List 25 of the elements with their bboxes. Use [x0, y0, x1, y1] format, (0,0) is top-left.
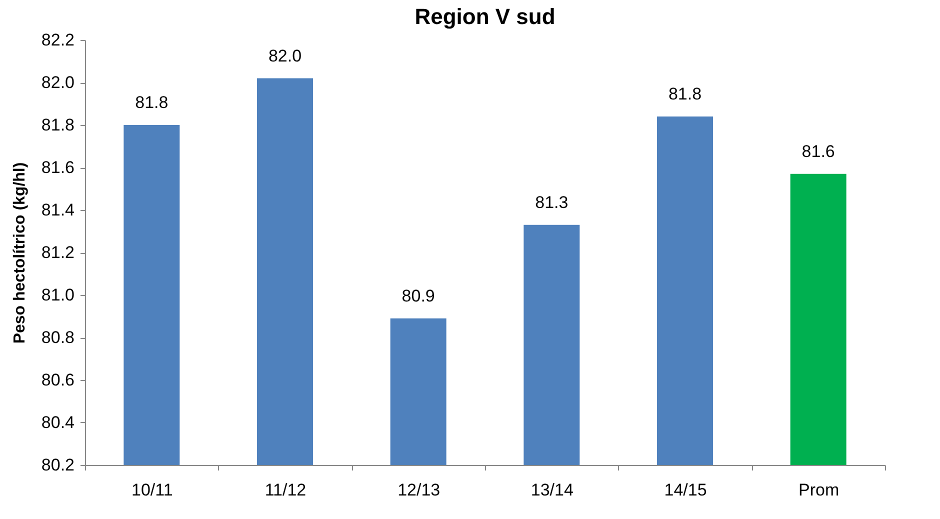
y-tick-label: 82.2: [41, 30, 74, 50]
y-tick-label: 81.8: [41, 116, 74, 134]
y-tick-label: 80.6: [41, 370, 74, 390]
data-label: 81.8: [135, 93, 168, 112]
data-label: 81.6: [802, 142, 835, 161]
data-label: 81.8: [668, 84, 702, 104]
chart-title: Region V sud: [414, 4, 556, 29]
x-tick-label: Prom: [798, 480, 840, 500]
y-tick-label: 81.4: [41, 200, 74, 220]
y-tick-label: 80.2: [41, 456, 74, 474]
x-tick-label: 10/11: [132, 480, 173, 500]
data-label: 82.0: [268, 46, 302, 66]
data-label: 81.3: [535, 192, 568, 212]
y-tick-label: 82.0: [41, 73, 74, 92]
y-tick-label: 81.0: [41, 286, 74, 304]
y-axis-title: Peso hectolítrico (kg/hl): [11, 162, 28, 344]
y-tick-label: 80.4: [41, 413, 74, 432]
x-tick-label: 11/12: [264, 480, 306, 500]
data-label: 80.9: [402, 286, 435, 306]
x-tick-label: 13/14: [530, 480, 574, 500]
y-tick-label: 81.6: [41, 158, 74, 177]
y-tick-label: 80.8: [41, 328, 74, 347]
x-tick-label: 12/13: [398, 480, 440, 500]
x-tick-label: 14/15: [664, 480, 707, 500]
y-tick-label: 81.2: [41, 243, 74, 262]
